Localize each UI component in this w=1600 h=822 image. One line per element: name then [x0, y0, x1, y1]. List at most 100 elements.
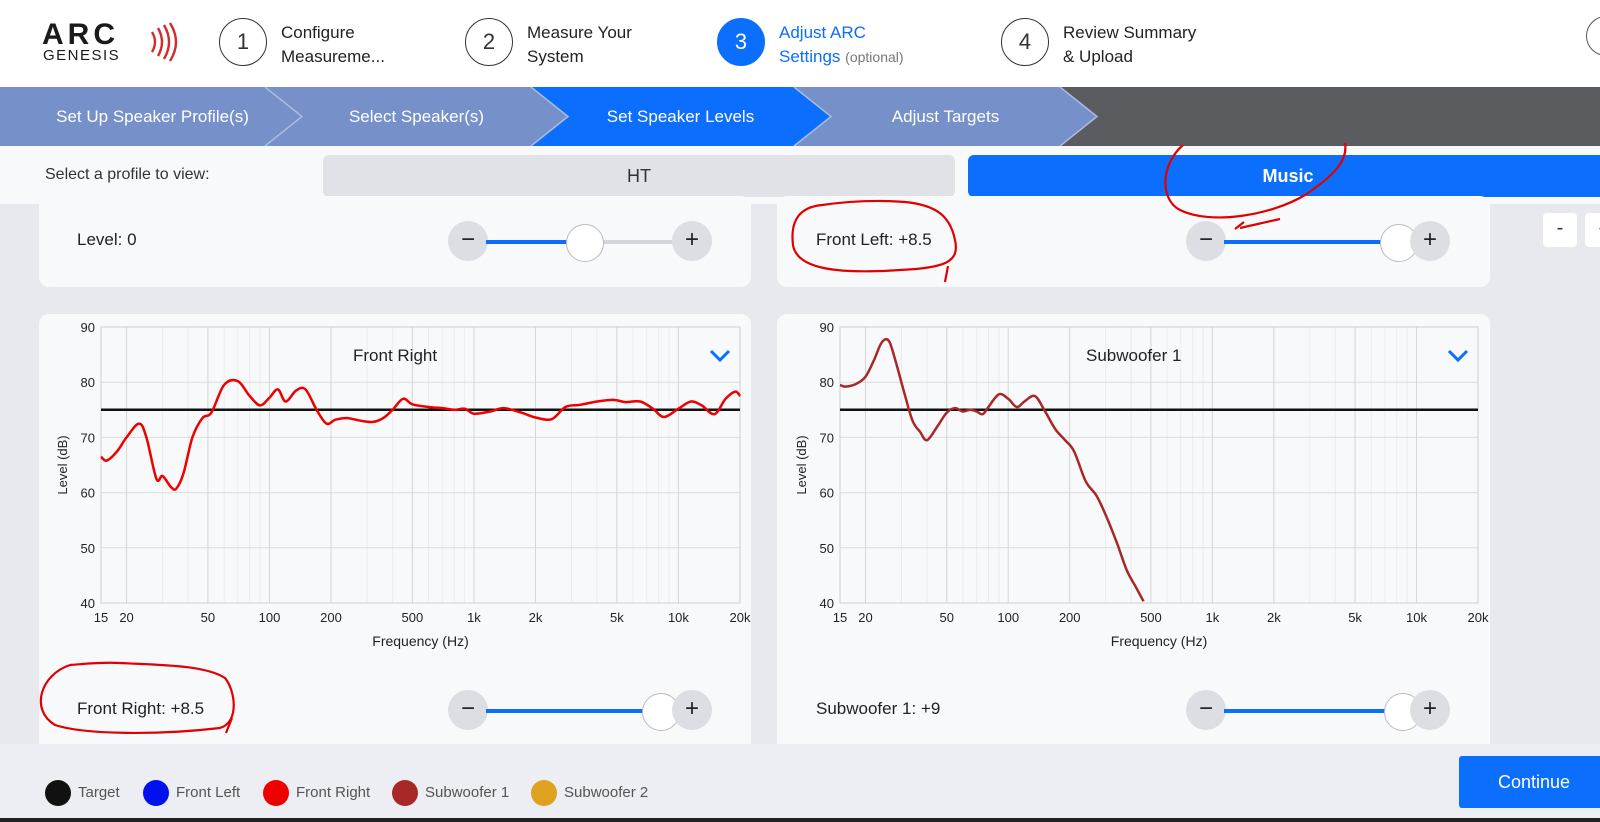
plot-frame — [839, 326, 1479, 604]
x-tick-label: 15 — [94, 610, 108, 625]
step-number: 4 — [1001, 18, 1049, 66]
continue-button[interactable]: Continue — [1459, 756, 1600, 808]
x-tick-label: 50 — [940, 610, 954, 625]
decrease-button[interactable]: − — [448, 221, 488, 261]
y-tick-label: 60 — [820, 486, 834, 501]
side-minus-button-2[interactable]: - — [1585, 213, 1600, 247]
increase-button[interactable]: + — [1410, 690, 1450, 730]
profile-music-button[interactable]: Music — [968, 155, 1600, 197]
step-number: 1 — [219, 18, 267, 66]
subwoofer-1-level-slider[interactable]: − + — [1186, 688, 1450, 732]
app-header: ARC GENESIS 1 Configure Measureme... 2 Me… — [0, 0, 1600, 87]
subtab-adjust-targets[interactable]: Adjust Targets — [891, 107, 1000, 126]
slider-fill — [1224, 240, 1399, 244]
plot-frame — [100, 326, 741, 604]
chevron-down-icon[interactable] — [1447, 349, 1469, 363]
legend-label: Front Left — [176, 784, 241, 801]
front-right-level-label: Front Right: +8.5 — [77, 699, 205, 718]
step-number: 2 — [465, 18, 513, 66]
increase-button[interactable]: + — [1410, 221, 1450, 261]
y-tick-label: 50 — [820, 541, 834, 556]
logo-genesis-text: GENESIS — [43, 47, 121, 64]
decrease-button[interactable]: − — [448, 690, 488, 730]
legend-swatch — [392, 780, 418, 806]
x-tick-label: 100 — [259, 610, 281, 625]
level-slider[interactable]: − + — [448, 219, 712, 263]
front-right-level-slider[interactable]: − + — [448, 688, 712, 732]
y-tick-label: 40 — [820, 596, 834, 611]
profile-ht-button[interactable]: HT — [323, 155, 955, 197]
x-tick-label: 5k — [610, 610, 624, 625]
step-label: Measure Your System — [527, 23, 632, 66]
y-tick-label: 90 — [820, 320, 834, 335]
sub-navigation — [0, 87, 1600, 146]
chart-title: Subwoofer 1 — [1086, 346, 1182, 365]
y-tick-label: 50 — [81, 541, 95, 556]
chevron-down-icon[interactable] — [709, 349, 731, 363]
legend-swatch — [531, 780, 557, 806]
decrease-button[interactable]: − — [1186, 690, 1226, 730]
legend-swatch — [263, 780, 289, 806]
subwoofer-1-level-label: Subwoofer 1: +9 — [816, 699, 941, 718]
x-tick-label: 5k — [1348, 610, 1362, 625]
series-line-front-right — [100, 378, 741, 492]
series-line-subwoofer-1 — [839, 337, 1145, 602]
step-label: Review Summary & Upload — [1063, 23, 1197, 66]
y-tick-label: 90 — [81, 320, 95, 335]
y-tick-label: 80 — [820, 375, 834, 390]
level-label: Level: 0 — [77, 230, 137, 249]
x-tick-label: 20 — [119, 610, 133, 625]
subnav-arrows — [0, 87, 1099, 146]
y-tick-label: 80 — [81, 375, 95, 390]
y-tick-label: 40 — [81, 596, 95, 611]
x-tick-label: 500 — [402, 610, 424, 625]
increase-button[interactable]: + — [672, 221, 712, 261]
subtab-speaker-profiles[interactable]: Set Up Speaker Profile(s) — [56, 107, 249, 126]
slider-track[interactable] — [1224, 693, 1422, 731]
legend-label: Subwoofer 1 — [425, 784, 510, 801]
decrease-button[interactable]: − — [1186, 221, 1226, 261]
x-tick-label: 1k — [1206, 610, 1220, 625]
legend-label: Front Right — [296, 784, 371, 801]
bottom-edge — [0, 818, 1600, 822]
legend-swatch — [143, 780, 169, 806]
subtab-select-speakers[interactable]: Select Speaker(s) — [348, 107, 485, 126]
help-icon[interactable] — [1586, 16, 1600, 56]
x-tick-label: 20 — [858, 610, 872, 625]
arc-genesis-logo: ARC GENESIS — [42, 18, 182, 66]
x-tick-label: 200 — [1059, 610, 1081, 625]
legend-label: Subwoofer 2 — [564, 784, 649, 801]
x-tick-label: 100 — [997, 610, 1019, 625]
y-tick-label: 70 — [81, 430, 95, 445]
front-left-level-slider[interactable]: − + — [1186, 219, 1450, 263]
slider-track[interactable] — [486, 693, 680, 731]
front-right-response-chart: 40 50 60 70 80 90 15 20 50 100 200 500 1k 2k 5k 10k 20k F… — [55, 320, 751, 649]
side-minus-button[interactable]: - — [1543, 213, 1577, 247]
y-axis-label: Level (dB) — [794, 435, 809, 494]
x-tick-label: 1k — [467, 610, 481, 625]
x-tick-label: 10k — [1406, 610, 1427, 625]
increase-button[interactable]: + — [672, 690, 712, 730]
subwoofer-1-panel: 40 50 60 70 80 90 15 20 50 100 200 500 1k 2k 5k 10k 20k F… — [777, 314, 1490, 744]
slider-track[interactable] — [1224, 224, 1418, 262]
slider-track[interactable] — [486, 224, 676, 262]
y-tick-label: 70 — [820, 430, 834, 445]
x-tick-label: 20k — [730, 610, 751, 625]
level-panel-top-left: Level: 0 − + — [39, 196, 751, 287]
subwoofer-1-response-chart: 40 50 60 70 80 90 15 20 50 100 200 500 1k 2k 5k 10k 20k F… — [794, 320, 1489, 649]
x-tick-label: 20k — [1468, 610, 1489, 625]
step-label: Adjust ARC Settings (optional) — [779, 23, 904, 66]
legend-swatch — [45, 780, 71, 806]
slider-thumb[interactable] — [565, 224, 604, 262]
step-number: 3 — [717, 18, 765, 66]
y-tick-label: 60 — [81, 486, 95, 501]
step-label: Configure Measureme... — [281, 23, 385, 66]
x-tick-label: 500 — [1140, 610, 1162, 625]
subtab-set-speaker-levels[interactable]: Set Speaker Levels — [606, 107, 755, 126]
x-tick-label: 50 — [201, 610, 215, 625]
logo-arc-text: ARC — [42, 18, 119, 51]
y-axis-label: Level (dB) — [55, 435, 70, 494]
slider-fill — [1224, 709, 1403, 713]
x-axis-label: Frequency (Hz) — [372, 633, 468, 649]
front-left-level-label: Front Left: +8.5 — [816, 230, 932, 249]
